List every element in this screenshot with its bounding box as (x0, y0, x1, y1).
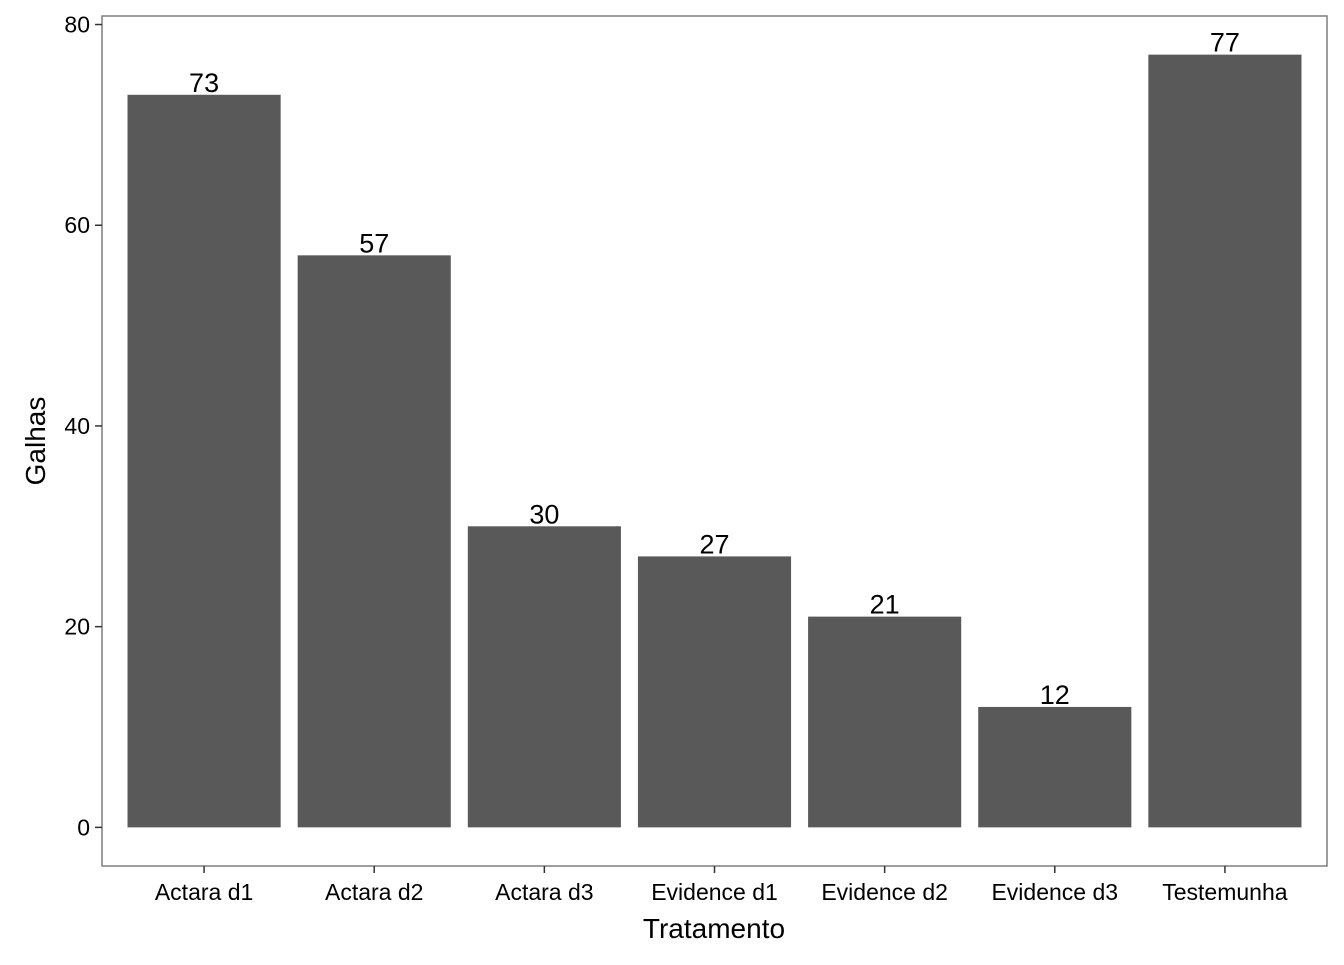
x-tick-label: Evidence d1 (651, 879, 778, 905)
x-axis-title: Tratamento (643, 913, 785, 944)
bar-value-label: 77 (1210, 28, 1240, 58)
y-tick-label: 80 (64, 12, 90, 38)
x-tick-label: Evidence d3 (991, 879, 1118, 905)
bar-value-label: 30 (529, 499, 559, 529)
bar-value-label: 12 (1040, 680, 1070, 710)
bar-evidence-d1 (637, 556, 792, 828)
y-axis-title: Galhas (20, 397, 51, 486)
bar-labels-layer: 73 57 30 27 21 12 77 (189, 28, 1240, 710)
x-tick-label: Actara d1 (155, 879, 253, 905)
bar-actara-d2 (297, 255, 451, 828)
bar-actara-d1 (127, 94, 281, 828)
y-tick-label: 40 (64, 413, 90, 439)
bars-layer (127, 54, 1302, 828)
bar-evidence-d3 (978, 706, 1132, 828)
bar-value-label: 73 (189, 68, 219, 98)
bar-testemunha (1148, 54, 1302, 828)
y-tick-label: 60 (64, 212, 90, 238)
y-tick-label: 0 (77, 814, 90, 840)
bar-value-label: 21 (870, 590, 900, 620)
x-tick-label: Actara d2 (325, 879, 423, 905)
y-axis: 0 20 40 60 80 (64, 12, 102, 840)
x-tick-label: Evidence d2 (821, 879, 948, 905)
bar-value-label: 57 (359, 228, 389, 258)
x-tick-label: Testemunha (1162, 879, 1288, 905)
bar-value-label: 27 (699, 529, 729, 559)
bar-actara-d3 (467, 526, 621, 828)
bar-evidence-d2 (808, 616, 962, 828)
x-axis: Actara d1 Actara d2 Actara d3 Evidence d1 Ev… (155, 866, 1288, 905)
y-tick-label: 20 (64, 614, 90, 640)
x-tick-label: Actara d3 (495, 879, 593, 905)
